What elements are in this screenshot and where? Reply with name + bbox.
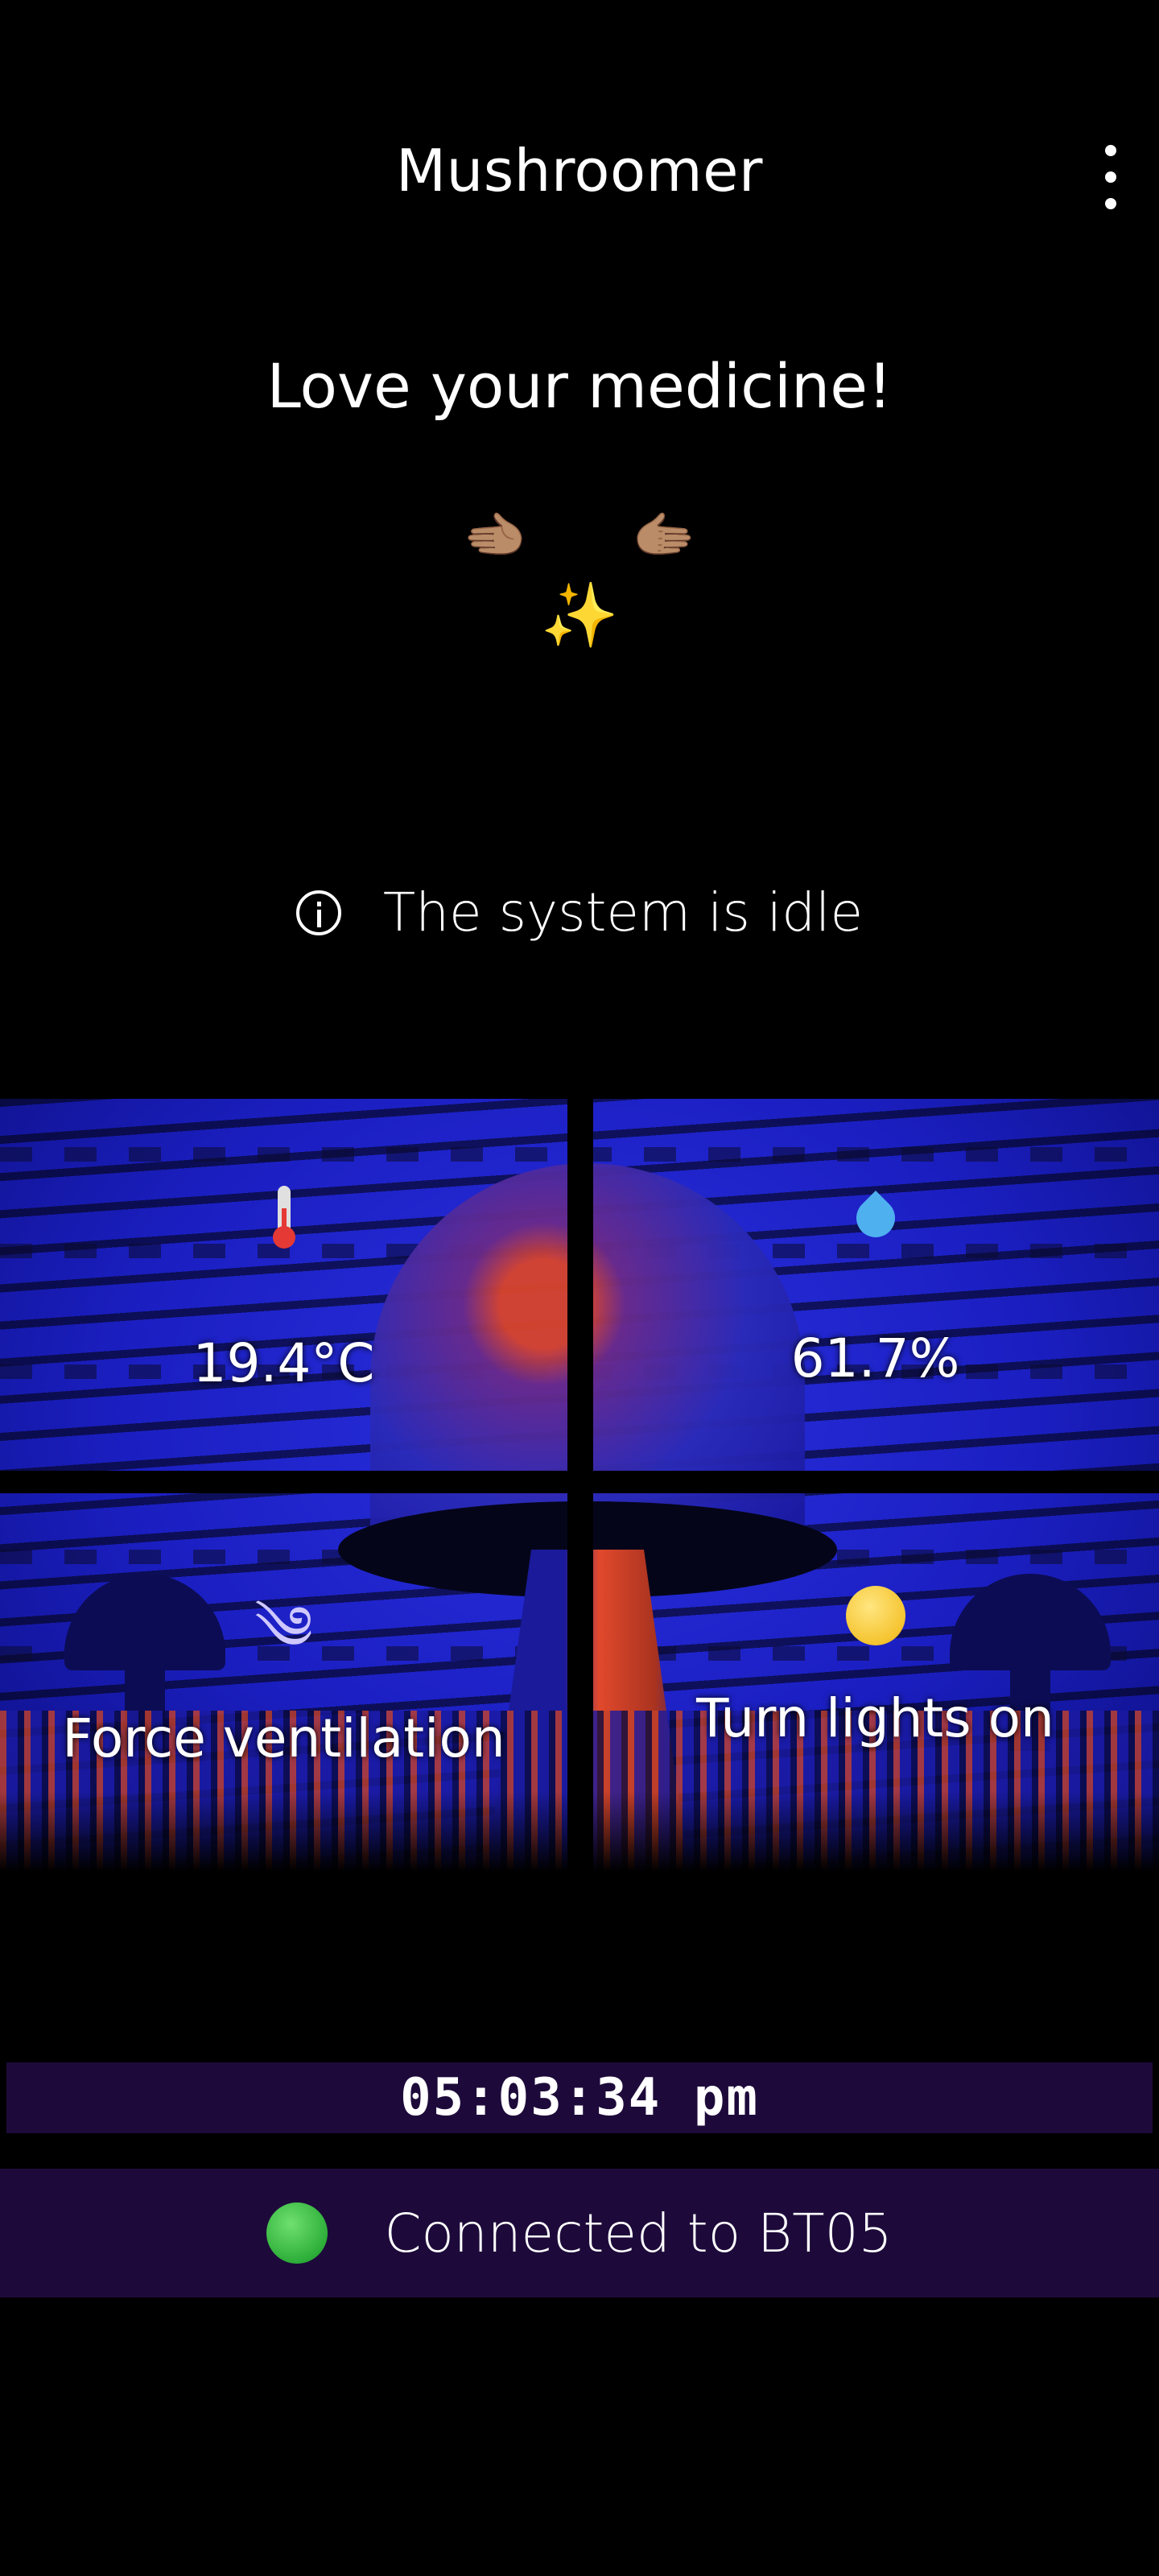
greeting-text: Love your medicine! bbox=[266, 350, 893, 422]
clock-time: 05:03:34 pm bbox=[400, 2068, 759, 2128]
water-drop-icon bbox=[848, 1186, 903, 1247]
force-ventilation-button[interactable]: ༄ Force ventilation bbox=[0, 1592, 567, 1770]
info-icon bbox=[295, 890, 341, 935]
temperature-value: 19.4°C bbox=[192, 1332, 375, 1394]
connection-status-icon bbox=[266, 2202, 328, 2264]
thermometer-icon bbox=[272, 1186, 295, 1252]
temperature-tile[interactable]: 19.4°C bbox=[0, 1186, 567, 1394]
force-ventilation-label: Force ventilation bbox=[62, 1707, 505, 1769]
hand-right-emoji: 🫱🏽 bbox=[632, 506, 696, 566]
connection-text: Connected to BT05 bbox=[384, 2202, 893, 2264]
system-status: The system is idle bbox=[0, 881, 1159, 943]
humidity-value: 61.7% bbox=[790, 1327, 960, 1389]
status-text: The system is idle bbox=[382, 881, 864, 943]
clock-bar: 05:03:34 pm bbox=[6, 2062, 1153, 2133]
app-title: Mushroomer bbox=[395, 137, 764, 204]
humidity-tile[interactable]: 61.7% bbox=[592, 1186, 1159, 1389]
hand-left-emoji: 🫲🏽 bbox=[463, 506, 527, 566]
turn-lights-on-button[interactable]: Turn lights on bbox=[592, 1586, 1159, 1749]
sparkle-emoji: ✨ bbox=[540, 580, 619, 652]
control-grid: 19.4°C 61.7% ༄ Force ventilation Turn li… bbox=[0, 1099, 1159, 1872]
connection-bar[interactable]: Connected to BT05 bbox=[0, 2169, 1159, 2297]
overflow-menu-icon[interactable] bbox=[1085, 145, 1136, 209]
wind-icon: ༄ bbox=[254, 1592, 313, 1664]
turn-lights-on-label: Turn lights on bbox=[696, 1687, 1054, 1749]
emoji-row: 🫲🏽 🫱🏽 bbox=[0, 506, 1159, 566]
light-bulb-icon bbox=[845, 1586, 905, 1655]
